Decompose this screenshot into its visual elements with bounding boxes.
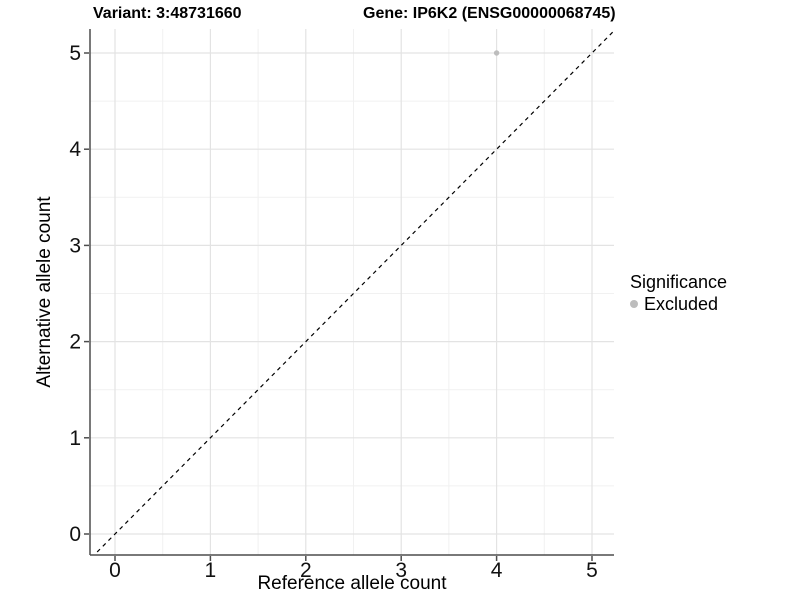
x-tick-label: 0 bbox=[109, 559, 121, 582]
x-tick-label: 4 bbox=[491, 559, 503, 582]
legend-title: Significance bbox=[630, 272, 728, 292]
legend-item-excluded: Excluded bbox=[630, 294, 727, 314]
plot-title-gene: Gene: IP6K2 (ENSG00000068745) bbox=[363, 5, 616, 22]
y-tick-label: 1 bbox=[69, 427, 81, 450]
x-tick-label: 2 bbox=[300, 559, 312, 582]
y-axis-title: Alternative allele count bbox=[34, 196, 55, 388]
legend-item-label: Excluded bbox=[644, 294, 719, 314]
y-tick-label: 2 bbox=[69, 331, 81, 354]
x-axis-title: Reference allele count bbox=[257, 573, 447, 594]
y-tick-label: 0 bbox=[69, 523, 81, 546]
legend: Significance Excluded bbox=[630, 272, 727, 314]
y-tick-label: 4 bbox=[69, 138, 81, 161]
x-tick-label: 3 bbox=[395, 559, 407, 582]
y-tick-label: 5 bbox=[69, 42, 81, 65]
plot-title-variant: Variant: 3:48731660 bbox=[93, 5, 242, 22]
legend-point-icon bbox=[630, 300, 638, 308]
data-point bbox=[493, 50, 500, 56]
y-tick-label: 3 bbox=[69, 234, 81, 257]
identity-reference-line bbox=[93, 29, 614, 555]
x-tick-label: 5 bbox=[586, 559, 598, 582]
x-tick-label: 1 bbox=[205, 559, 217, 582]
